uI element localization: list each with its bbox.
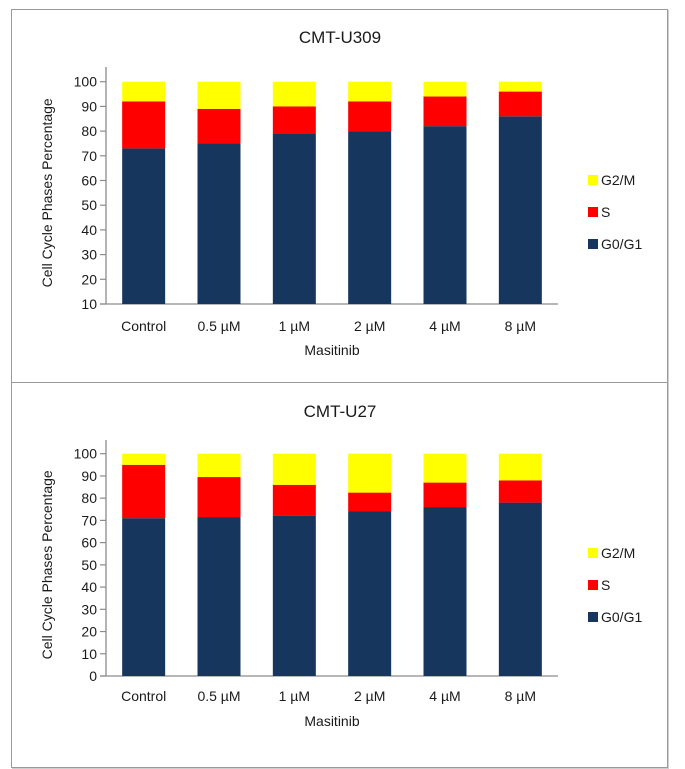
bar-segment-s xyxy=(272,106,316,134)
bar-segment-g2-m xyxy=(348,453,392,493)
y-tick-label: 50 xyxy=(81,197,97,213)
bar-segment-g2-m xyxy=(423,453,467,483)
bar-segment-s xyxy=(197,477,241,518)
bar-segment-g2-m xyxy=(272,81,316,107)
y-tick-label: 60 xyxy=(81,173,97,189)
bar-segment-s xyxy=(498,480,542,503)
x-tick-label: 8 µM xyxy=(505,688,536,704)
legend-label: G0/G1 xyxy=(601,236,642,252)
x-tick-label: 2 µM xyxy=(354,318,385,334)
y-tick-label: 80 xyxy=(81,123,97,139)
y-tick-label: 80 xyxy=(81,490,97,506)
bar-segment-s xyxy=(197,108,241,144)
x-tick-label: 0.5 µM xyxy=(197,318,240,334)
legend-swatch xyxy=(588,612,598,622)
chart-panel-cmt-u27: CMT-U27 0 10 20 30 40 50 60 70 80 90 100 Cell Cycle … xyxy=(11,382,668,768)
bar-segment-s xyxy=(498,91,542,117)
bar-segment-g0-g1 xyxy=(423,507,467,676)
x-tick-label: 4 µM xyxy=(429,688,460,704)
bar-segment-g2-m xyxy=(272,453,316,485)
chart-title: CMT-U309 xyxy=(299,28,381,47)
bar-segment-g2-m xyxy=(122,81,166,102)
x-tick-label: Control xyxy=(121,688,166,704)
y-tick-label: 0 xyxy=(89,668,97,684)
legend-swatch xyxy=(588,175,598,185)
bar-segment-s xyxy=(423,482,467,508)
bar-segment-g0-g1 xyxy=(272,133,316,304)
x-tick-label: 1 µM xyxy=(279,318,310,334)
x-tick-label: 4 µM xyxy=(429,318,460,334)
bar-segment-s xyxy=(122,464,166,519)
y-tick-label: 100 xyxy=(74,446,98,462)
y-tick-label: 90 xyxy=(81,98,97,114)
legend-item: G0/G1 xyxy=(588,609,642,625)
legend-item: G2/M xyxy=(588,172,635,188)
legend-swatch xyxy=(588,580,598,590)
bar-segment-g0-g1 xyxy=(348,511,392,676)
legend-swatch xyxy=(588,239,598,249)
y-tick-label: 20 xyxy=(81,271,97,287)
legend-item: S xyxy=(588,577,610,593)
bar-segment-g0-g1 xyxy=(498,116,542,304)
y-tick-label: 40 xyxy=(81,579,97,595)
bar-segment-s xyxy=(272,484,316,516)
bar-segment-s xyxy=(348,492,392,512)
bar-segment-g2-m xyxy=(423,81,467,97)
legend-label: S xyxy=(601,204,610,220)
chart-title: CMT-U27 xyxy=(304,402,377,421)
x-tick-label: 1 µM xyxy=(279,688,310,704)
y-tick-label: 10 xyxy=(81,296,97,312)
y-tick-label: 30 xyxy=(81,601,97,617)
x-tick-label: 8 µM xyxy=(505,318,536,334)
y-axis-label: Cell Cycle Phases Percentage xyxy=(39,470,55,659)
y-tick-label: 70 xyxy=(81,512,97,528)
bar-segment-g2-m xyxy=(197,81,241,109)
bar-segment-g0-g1 xyxy=(272,515,316,676)
y-axis-label: Cell Cycle Phases Percentage xyxy=(39,98,55,287)
bar-segment-g0-g1 xyxy=(423,126,467,304)
legend-item: G0/G1 xyxy=(588,236,642,252)
y-tick-label: 50 xyxy=(81,557,97,573)
bar-segment-g0-g1 xyxy=(197,517,241,676)
bar-segment-g0-g1 xyxy=(122,518,166,676)
bar-segment-s xyxy=(423,96,467,127)
bar-segment-g2-m xyxy=(498,453,542,481)
x-tick-label: Control xyxy=(121,318,166,334)
y-tick-label: 70 xyxy=(81,148,97,164)
x-tick-label: 0.5 µM xyxy=(197,688,240,704)
y-tick-label: 20 xyxy=(81,624,97,640)
legend-label: G2/M xyxy=(601,545,635,561)
bar-segment-g2-m xyxy=(348,81,392,102)
y-tick-label: 60 xyxy=(81,535,97,551)
x-tick-label: 2 µM xyxy=(354,688,385,704)
x-axis-label: Masitinib xyxy=(304,342,359,358)
bar-segment-g2-m xyxy=(122,453,166,465)
y-tick-label: 40 xyxy=(81,222,97,238)
y-tick-label: 90 xyxy=(81,468,97,484)
bar-segment-g0-g1 xyxy=(498,502,542,676)
legend-item: S xyxy=(588,204,610,220)
legend-swatch xyxy=(588,207,598,217)
bar-segment-g0-g1 xyxy=(348,131,392,304)
legend-label: G0/G1 xyxy=(601,609,642,625)
legend-swatch xyxy=(588,548,598,558)
bar-segment-g0-g1 xyxy=(122,148,166,304)
bar-segment-s xyxy=(348,101,392,132)
legend-label: G2/M xyxy=(601,172,635,188)
chart-cmt-u27: CMT-U27 0 10 20 30 40 50 60 70 80 90 100 Cell Cycle … xyxy=(39,402,642,729)
bar-segment-s xyxy=(122,101,166,149)
y-tick-label: 10 xyxy=(81,646,97,662)
y-tick-label: 100 xyxy=(74,74,98,90)
bar-segment-g2-m xyxy=(498,81,542,92)
bar-segment-g0-g1 xyxy=(197,143,241,304)
chart-panel-cmt-u309: CMT-U309 10 20 30 40 50 60 70 80 90 100 Cell Cycle … xyxy=(11,9,668,383)
legend-item: G2/M xyxy=(588,545,635,561)
bar-segment-g2-m xyxy=(197,453,241,478)
chart-cmt-u309: CMT-U309 10 20 30 40 50 60 70 80 90 100 Cell Cycle … xyxy=(39,28,642,358)
x-axis-label: Masitinib xyxy=(304,713,359,729)
legend-label: S xyxy=(601,577,610,593)
y-tick-label: 30 xyxy=(81,247,97,263)
